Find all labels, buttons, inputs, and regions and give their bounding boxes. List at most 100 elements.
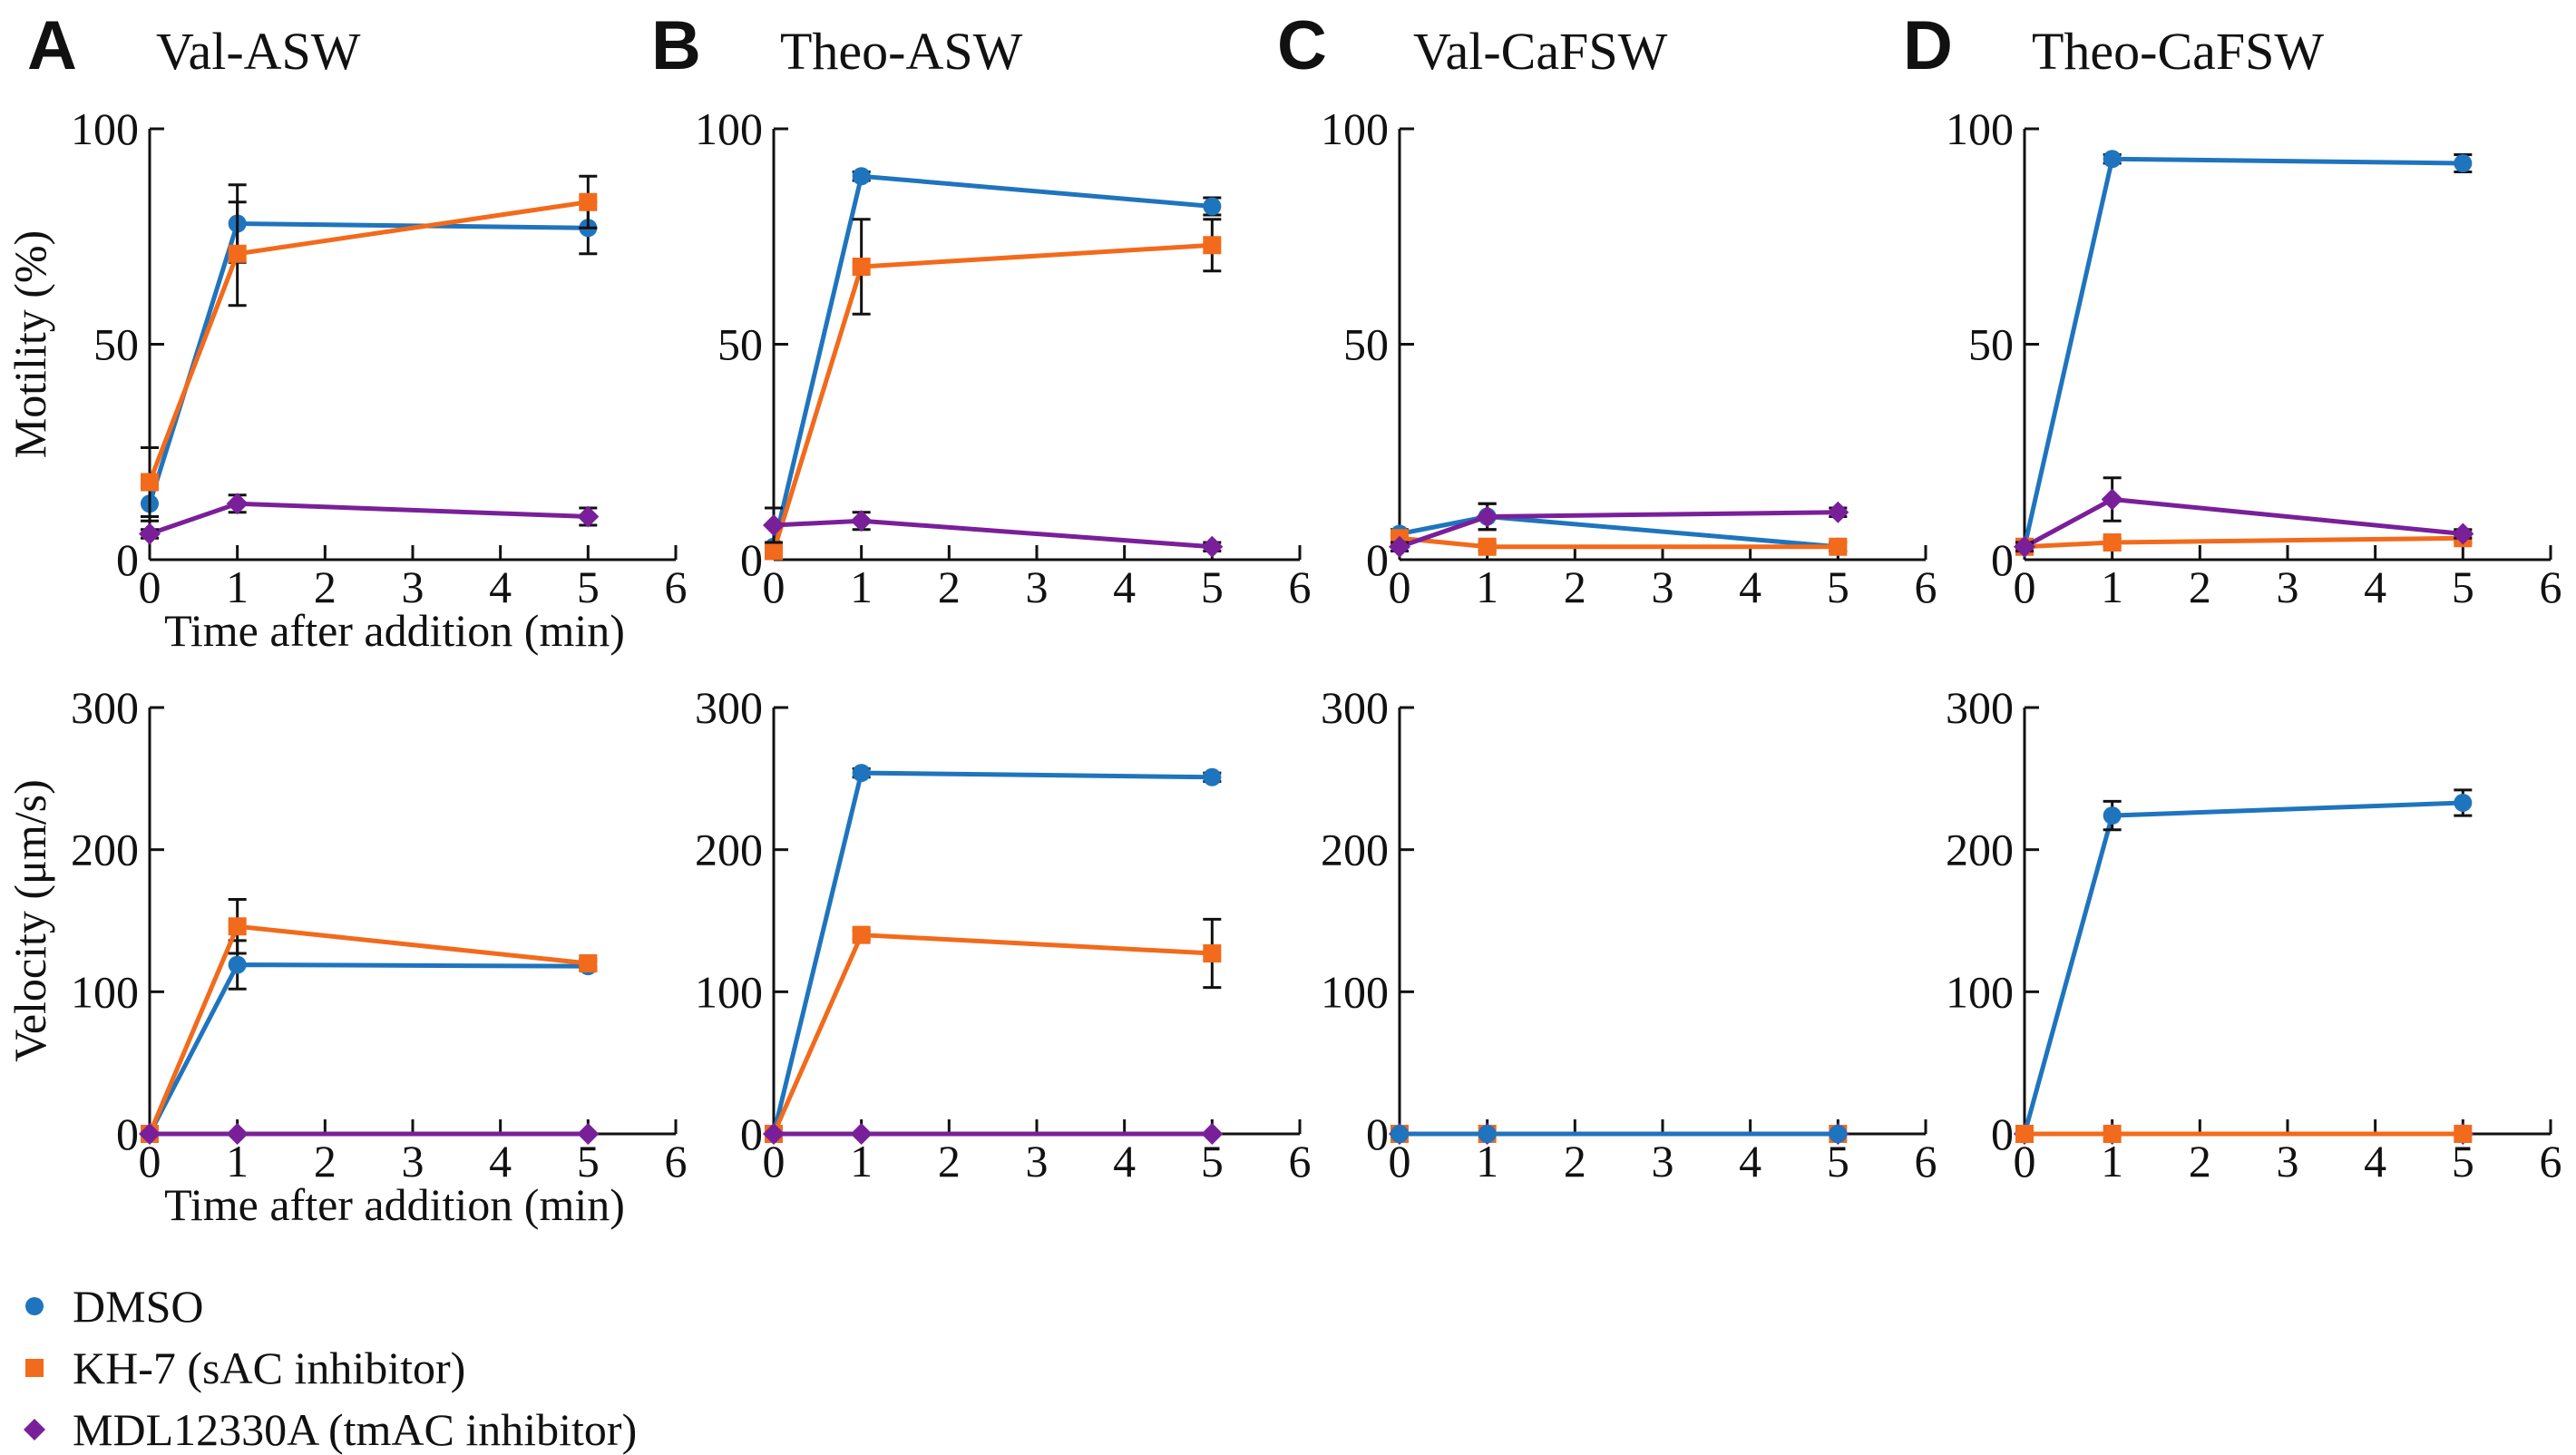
diamond-marker [24, 1419, 45, 1440]
data-point [2103, 150, 2122, 169]
x-tick-label: 3 [1026, 561, 1049, 612]
y-tick-label: 300 [71, 682, 139, 733]
series-dmso [1390, 1125, 1848, 1143]
series-mdl12330a [763, 1123, 1224, 1145]
panel-letter: A [27, 7, 77, 84]
x-axis-label: Time after addition (min) [164, 605, 625, 656]
data-point [763, 514, 785, 536]
series-mdl12330a [139, 1123, 600, 1145]
x-tick-label: 6 [2540, 561, 2562, 612]
x-tick-label: 3 [402, 561, 424, 612]
data-point [1203, 767, 1222, 786]
y-tick-label: 100 [695, 966, 763, 1017]
x-tick-label: 4 [1739, 561, 1761, 612]
y-tick-label: 100 [1946, 966, 2014, 1017]
y-tick-label: 200 [1321, 825, 1389, 875]
data-point [1827, 501, 1849, 523]
x-tick-label: 2 [2189, 1136, 2211, 1186]
y-tick-label: 200 [695, 825, 763, 875]
x-tick-label: 6 [665, 561, 688, 612]
series-kh-7 [2015, 529, 2473, 556]
data-point [1829, 537, 1848, 556]
y-tick-label: 0 [740, 534, 763, 585]
x-tick-label: 1 [2101, 561, 2123, 612]
panel-title: Theo-ASW [780, 22, 1023, 81]
x-tick-label: 4 [1113, 561, 1136, 612]
x-tick-label: 5 [2452, 561, 2474, 612]
series-dmso [141, 939, 598, 1143]
x-tick-label: 4 [489, 1136, 512, 1186]
data-point [1389, 535, 1410, 558]
series-line [1399, 513, 1839, 550]
data-point [141, 473, 159, 492]
y-tick-label: 50 [1343, 319, 1389, 370]
x-tick-label: 1 [1476, 561, 1498, 612]
series-line [2022, 156, 2464, 548]
y-tick-label: 100 [1321, 103, 1389, 154]
y-tick-label: 100 [71, 103, 139, 154]
x-tick-label: 1 [226, 561, 249, 612]
x-axis-label: Time after addition (min) [164, 1179, 625, 1230]
panel-letter: D [1903, 7, 1953, 84]
y-tick-label: 0 [740, 1108, 763, 1159]
y-tick-label: 100 [695, 103, 763, 154]
y-tick-label: 300 [1321, 682, 1389, 733]
x-tick-label: 4 [1739, 1136, 1761, 1186]
data-point [577, 505, 600, 528]
x-tick-label: 2 [938, 561, 961, 612]
data-point [1829, 1125, 1848, 1143]
data-point [1203, 944, 1222, 963]
data-point [1203, 236, 1222, 255]
y-tick-label: 50 [717, 319, 763, 370]
circle-marker [25, 1297, 44, 1315]
data-point [226, 1123, 249, 1145]
data-point [852, 925, 871, 944]
data-point [228, 955, 247, 974]
legend: DMSO KH-7 (sAC inhibitor) MDL12330A (tmAC … [24, 1281, 637, 1455]
y-tick-label: 300 [1946, 682, 2014, 733]
x-tick-label: 6 [1289, 1136, 1312, 1186]
data-point [852, 764, 871, 783]
data-point [139, 1123, 161, 1145]
x-tick-label: 6 [1915, 1136, 1937, 1186]
data-point [2452, 522, 2474, 545]
data-point [577, 1123, 600, 1145]
data-point [1201, 1123, 1224, 1145]
chart-panel-a-motility: A Val-ASW 0 50 100 0 1 2 3 4 5 6 Motility (%) Time af… [5, 7, 688, 656]
data-point [852, 167, 871, 186]
x-tick-label: 4 [489, 561, 512, 612]
x-tick-label: 3 [402, 1136, 424, 1186]
panel-title: Val-ASW [156, 22, 361, 81]
series-kh-7 [765, 917, 1222, 1143]
data-point [228, 917, 247, 936]
panel-letter: C [1277, 7, 1327, 84]
y-tick-label: 200 [71, 825, 139, 875]
series-mdl12330a [1389, 501, 1849, 558]
series-line [771, 173, 1213, 548]
chart-panel-d-motility: D Theo-CaFSW 0 50 100 0 1 2 3 4 5 6 [1903, 7, 2562, 612]
series-line [771, 933, 1213, 1136]
y-tick-label: 0 [116, 534, 139, 585]
x-tick-label: 3 [1652, 561, 1674, 612]
series-line [147, 923, 589, 1135]
x-tick-label: 0 [763, 561, 785, 612]
y-axis-label: Velocity (μm/s) [5, 779, 55, 1061]
y-tick-label: 0 [1366, 534, 1389, 585]
y-tick-label: 100 [1946, 103, 2014, 154]
data-point [763, 1123, 785, 1145]
series-line [771, 242, 1213, 552]
data-point [1201, 535, 1224, 558]
y-tick-label: 0 [1991, 534, 2014, 585]
data-point [1478, 537, 1497, 556]
series-dmso [765, 764, 1222, 1143]
x-tick-label: 6 [2540, 1136, 2562, 1186]
x-tick-label: 2 [314, 1136, 337, 1186]
data-point [852, 258, 871, 276]
x-tick-label: 0 [2014, 561, 2036, 612]
data-point [226, 493, 249, 515]
data-point [850, 510, 873, 532]
y-tick-label: 50 [93, 319, 139, 370]
x-tick-label: 6 [665, 1136, 688, 1186]
